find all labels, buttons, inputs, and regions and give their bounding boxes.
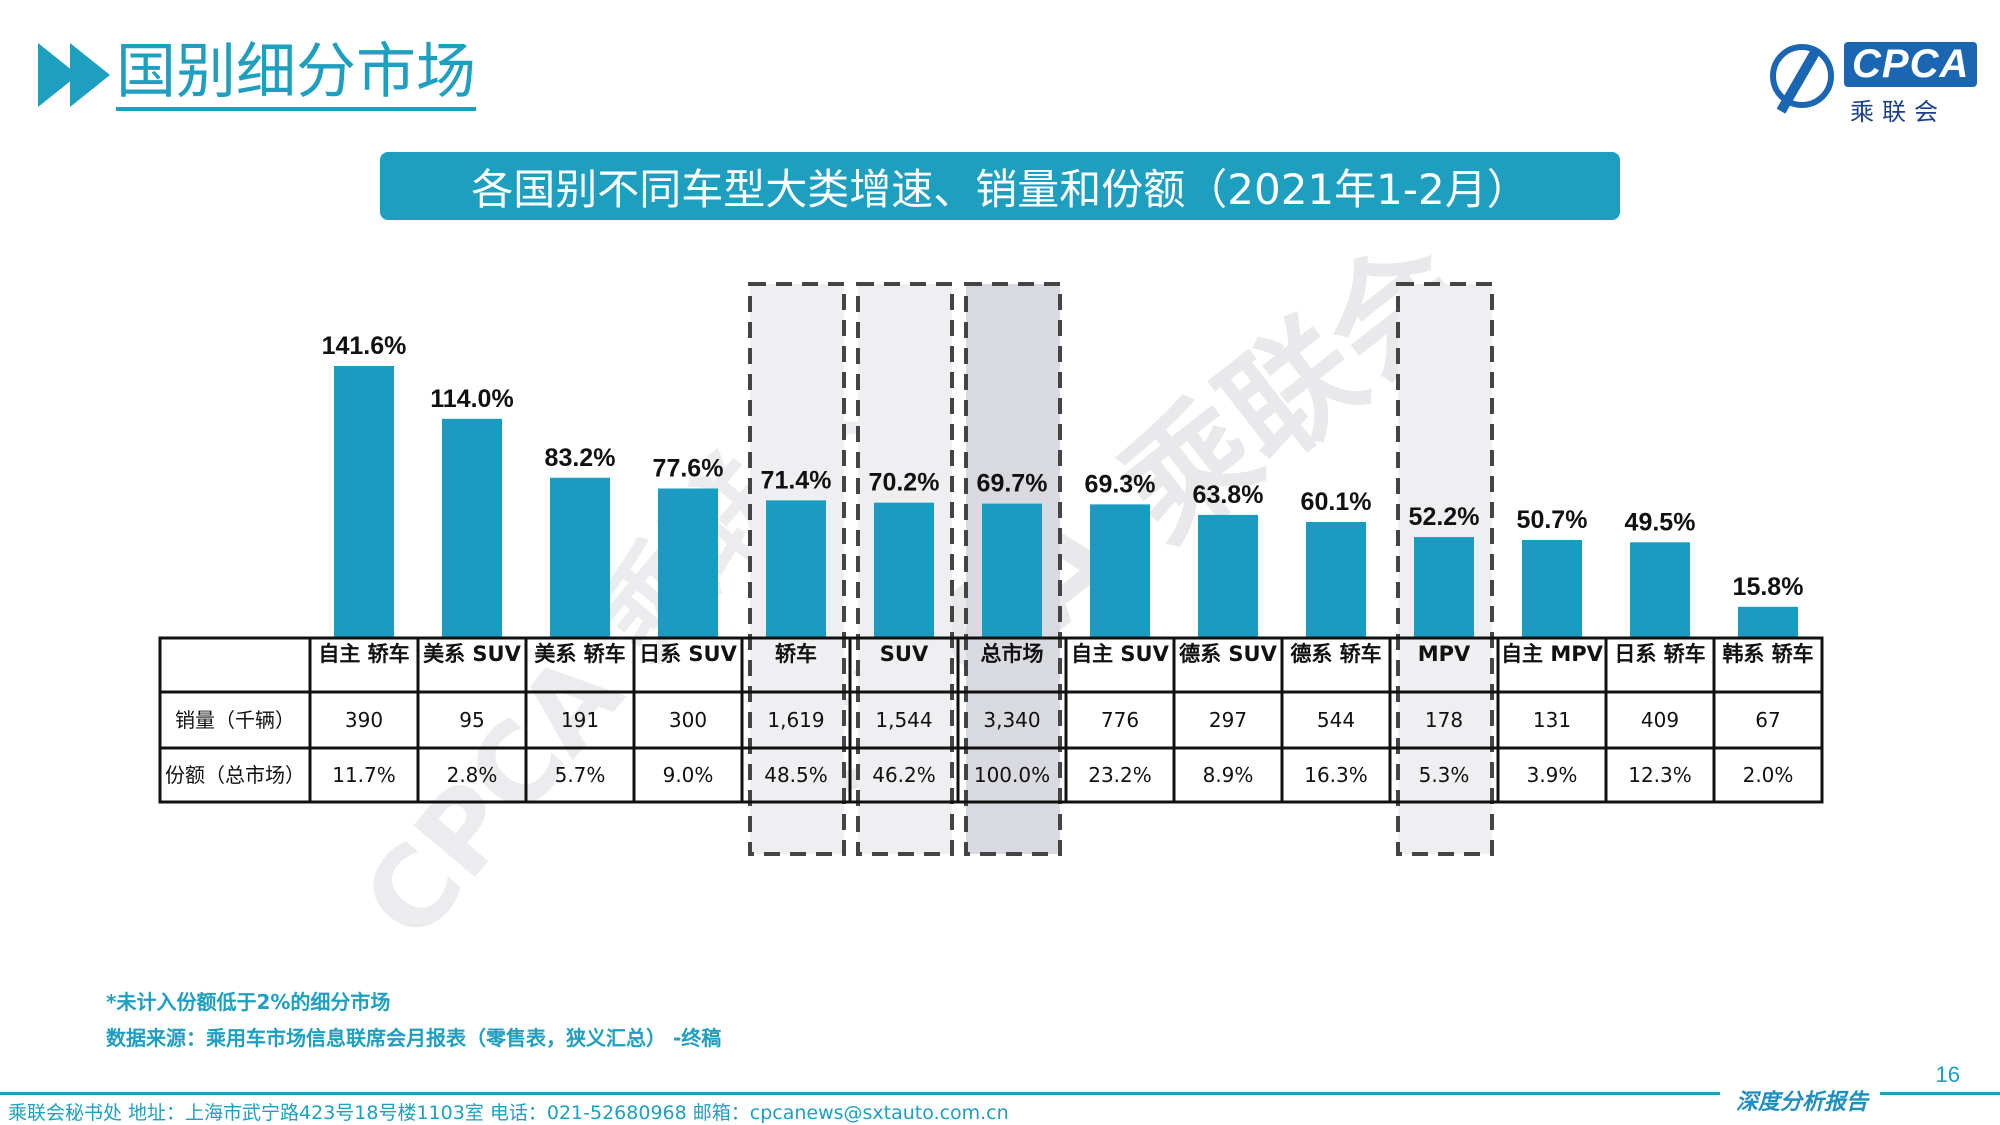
- bar-1: [442, 418, 502, 637]
- logo-subtext: 乘联会: [1850, 98, 1946, 126]
- table-cell-sales: 297: [1209, 708, 1247, 732]
- table-cell-share: 16.3%: [1304, 763, 1368, 787]
- table-column-header: 轿车: [775, 642, 817, 666]
- table-column-header: 日系 轿车: [1614, 642, 1705, 666]
- bar-5: [874, 502, 934, 637]
- table-row-label: 份额（总市场）: [165, 763, 305, 787]
- footnote: *未计入份额低于2%的细分市场: [106, 990, 391, 1014]
- page-number: 16: [1935, 1062, 1960, 1087]
- bar-7: [1090, 504, 1150, 637]
- table-cell-share: 9.0%: [663, 763, 714, 787]
- bar-value-label: 71.4%: [761, 466, 832, 494]
- bar-3: [658, 488, 718, 637]
- bar-9: [1306, 521, 1366, 637]
- table-cell-sales: 3,340: [983, 708, 1040, 732]
- data-table-grid: [158, 636, 1824, 804]
- bar-0: [334, 366, 394, 637]
- table-cell-share: 100.0%: [974, 763, 1050, 787]
- table-cell-sales: 776: [1101, 708, 1139, 732]
- table-column-header: 自主 SUV: [1071, 642, 1169, 666]
- bar-value-label: 60.1%: [1301, 488, 1372, 516]
- bar-value-label: 50.7%: [1517, 506, 1588, 534]
- table-column-header: 日系 SUV: [639, 642, 737, 666]
- table-column-header: 韩系 轿车: [1722, 642, 1813, 666]
- table-row-label: 销量（千辆）: [175, 708, 295, 732]
- bar-value-label: 63.8%: [1193, 481, 1264, 509]
- footer-report-label: 深度分析报告: [1736, 1089, 1869, 1115]
- bar-11: [1522, 539, 1582, 637]
- bar-value-label: 69.3%: [1085, 470, 1156, 498]
- table-cell-sales: 191: [561, 708, 599, 732]
- bar-value-label: 70.2%: [869, 469, 940, 497]
- table-column-header: 美系 SUV: [423, 642, 521, 666]
- bar-12: [1630, 542, 1690, 637]
- table-cell-share: 2.0%: [1743, 763, 1794, 787]
- table-cell-share: 8.9%: [1203, 763, 1254, 787]
- footer-divider-right: [1880, 1092, 2000, 1095]
- table-cell-share: 5.3%: [1419, 763, 1470, 787]
- page-header: 国别细分市场: [38, 39, 476, 111]
- bar-value-label: 77.6%: [653, 454, 724, 482]
- cpca-emblem-icon: [1770, 44, 1834, 108]
- cpca-logo: CPCA 乘联会: [1770, 40, 1978, 126]
- table-cell-share: 48.5%: [764, 763, 828, 787]
- table-cell-sales: 1,544: [875, 708, 932, 732]
- chart-title-banner: 各国别不同车型大类增速、销量和份额（2021年1-2月）: [380, 152, 1620, 220]
- footer-contact: 乘联会秘书处 地址：上海市武宁路423号18号楼1103室 电话：021-526…: [8, 1102, 1009, 1124]
- bar-13: [1738, 606, 1798, 637]
- double-chevron-icon: [38, 43, 110, 107]
- bar-value-label: 141.6%: [322, 332, 407, 360]
- bar-value-label: 15.8%: [1733, 573, 1804, 601]
- table-cell-sales: 1,619: [767, 708, 824, 732]
- table-column-header: SUV: [880, 642, 929, 666]
- table-column-header: 总市场: [981, 642, 1044, 666]
- bar-2: [550, 477, 610, 637]
- table-cell-sales: 178: [1425, 708, 1463, 732]
- table-cell-share: 3.9%: [1527, 763, 1578, 787]
- bar-value-label: 69.7%: [977, 470, 1048, 498]
- table-cell-share: 11.7%: [332, 763, 396, 787]
- bar-6: [982, 503, 1042, 637]
- bar-value-label: 49.5%: [1625, 508, 1696, 536]
- bar-10: [1414, 537, 1474, 637]
- bar-value-label: 83.2%: [545, 444, 616, 472]
- table-cell-sales: 67: [1755, 708, 1780, 732]
- bar-value-label: 114.0%: [430, 385, 513, 413]
- logo-text: CPCA: [1844, 42, 1978, 87]
- table-column-header: 自主 轿车: [318, 642, 409, 666]
- table-cell-sales: 95: [459, 708, 484, 732]
- table-column-header: 德系 SUV: [1179, 642, 1277, 666]
- table-cell-share: 5.7%: [555, 763, 606, 787]
- footer-divider: [0, 1092, 1720, 1095]
- table-cell-sales: 131: [1533, 708, 1571, 732]
- bar-4: [766, 500, 826, 637]
- bar-value-label: 52.2%: [1409, 503, 1480, 531]
- table-cell-sales: 390: [345, 708, 383, 732]
- page-title: 国别细分市场: [116, 39, 476, 111]
- table-cell-share: 2.8%: [447, 763, 498, 787]
- data-source-note: 数据来源：乘用车市场信息联席会月报表（零售表，狭义汇总） -终稿: [106, 1026, 722, 1050]
- table-cell-share: 46.2%: [872, 763, 936, 787]
- table-column-header: MPV: [1418, 642, 1471, 666]
- table-cell-sales: 544: [1317, 708, 1355, 732]
- table-column-header: 美系 轿车: [534, 642, 625, 666]
- table-cell-sales: 409: [1641, 708, 1679, 732]
- bar-8: [1198, 514, 1258, 637]
- table-column-header: 德系 轿车: [1290, 642, 1381, 666]
- table-cell-share: 23.2%: [1088, 763, 1152, 787]
- table-column-header: 自主 MPV: [1501, 642, 1604, 666]
- table-cell-sales: 300: [669, 708, 707, 732]
- table-cell-share: 12.3%: [1628, 763, 1692, 787]
